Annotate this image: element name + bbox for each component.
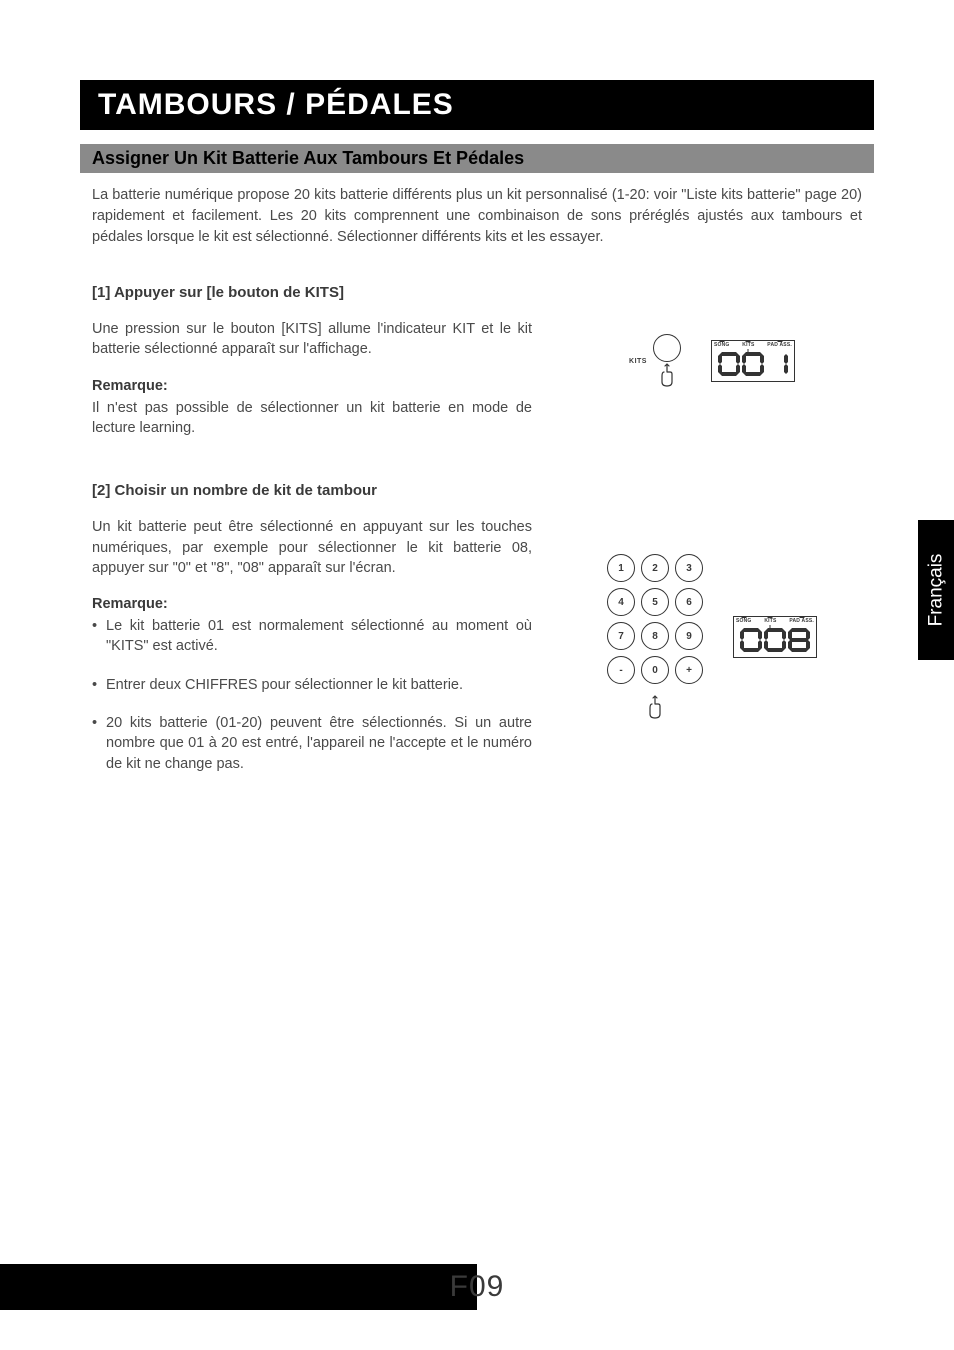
key-7: 7 [607, 622, 635, 650]
key-3: 3 [675, 554, 703, 582]
step1-note-head: Remarque: [92, 378, 532, 394]
display-label-pad: PAD ASS. [767, 342, 792, 348]
key-0: 0 [641, 656, 669, 684]
step1-body: Une pression sur le bouton [KITS] allume… [92, 319, 532, 360]
display-label-song: SONG [736, 618, 752, 624]
step2-figure: 1 2 3 4 5 6 7 8 9 - 0 + [562, 482, 862, 792]
pointing-hand-icon [645, 694, 665, 720]
step2-bullets: Le kit batterie 01 est normalement sélec… [92, 616, 532, 774]
step1-heading: [1] Appuyer sur [le bouton de KITS] [92, 284, 532, 301]
step2-bullet: 20 kits batterie (01-20) peuvent être sé… [92, 713, 532, 774]
step2-bullet: Entrer deux CHIFFRES pour sélectionner l… [92, 675, 532, 695]
key-minus: - [607, 656, 635, 684]
display-001: SONG KITS PAD ASS. [711, 340, 795, 382]
step2-heading: [2] Choisir un nombre de kit de tambour [92, 482, 532, 499]
sub-title: Assigner Un Kit Batterie Aux Tambours Et… [92, 148, 862, 169]
display-label-pad: PAD ASS. [789, 618, 814, 624]
digit-0 [718, 350, 740, 378]
step1-note-body: Il n'est pas possible de sélectionner un… [92, 398, 532, 439]
language-label: Français [925, 554, 947, 627]
main-title: TAMBOURS / PÉDALES [98, 88, 856, 122]
key-1: 1 [607, 554, 635, 582]
display-digits-001 [712, 348, 794, 381]
language-side-tab: Français [918, 520, 954, 660]
step1-figure: KITS SONG KITS PAD ASS. [562, 284, 862, 438]
display-label-kits: KITS [764, 618, 776, 624]
main-title-bar: TAMBOURS / PÉDALES [80, 80, 874, 130]
key-8: 8 [641, 622, 669, 650]
key-6: 6 [675, 588, 703, 616]
kits-round-button [653, 334, 681, 362]
key-5: 5 [641, 588, 669, 616]
pointing-hand-icon [657, 362, 677, 388]
digit-0 [740, 626, 762, 654]
step2-body: Un kit batterie peut être sélectionné en… [92, 517, 532, 578]
key-9: 9 [675, 622, 703, 650]
display-label-kits: KITS [742, 342, 754, 348]
key-4: 4 [607, 588, 635, 616]
digit-1 [766, 350, 788, 378]
digit-0 [764, 626, 786, 654]
step2-bullet: Le kit batterie 01 est normalement sélec… [92, 616, 532, 657]
sub-title-bar: Assigner Un Kit Batterie Aux Tambours Et… [80, 144, 874, 173]
digit-0 [742, 350, 764, 378]
display-008: SONG KITS PAD ASS. [733, 616, 817, 658]
page-number: F09 [450, 1270, 505, 1304]
display-label-song: SONG [714, 342, 730, 348]
kits-button-label: KITS [629, 358, 647, 365]
step2-note-head: Remarque: [92, 596, 532, 612]
digit-8 [788, 626, 810, 654]
page-footer: F09 [0, 1264, 954, 1310]
number-keypad: 1 2 3 4 5 6 7 8 9 - 0 + [607, 554, 703, 720]
key-plus: + [675, 656, 703, 684]
section-step-2: [2] Choisir un nombre de kit de tambour … [80, 482, 874, 792]
intro-paragraph: La batterie numérique propose 20 kits ba… [80, 185, 874, 248]
key-2: 2 [641, 554, 669, 582]
footer-black-bar [0, 1264, 477, 1310]
display-digits-008 [734, 624, 816, 657]
section-step-1: [1] Appuyer sur [le bouton de KITS] Une … [80, 284, 874, 438]
kits-button-diagram: KITS [629, 334, 681, 388]
